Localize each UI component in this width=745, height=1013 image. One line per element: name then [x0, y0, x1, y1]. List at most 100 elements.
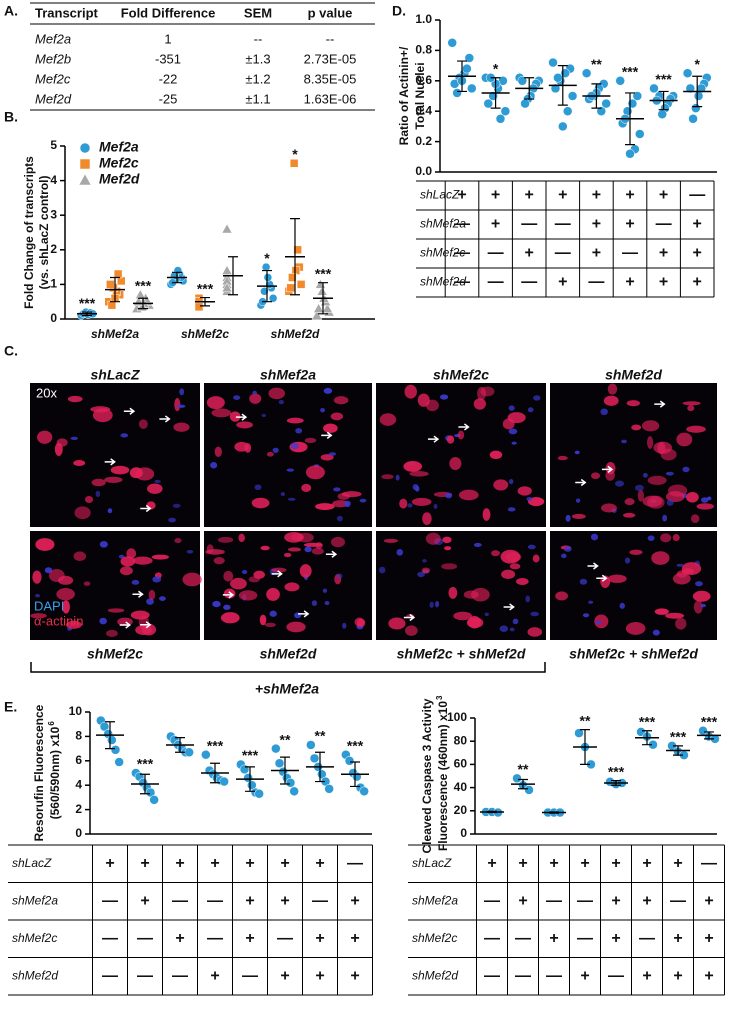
x-tick-label: shMef2c [181, 327, 229, 341]
cell-nucleus [695, 581, 703, 587]
table-cell: -25 [159, 91, 178, 106]
cell-nucleus [320, 407, 325, 413]
arrow [427, 435, 440, 443]
cell-actinin [238, 533, 245, 543]
condition-cell: + [625, 187, 634, 204]
cell-nucleus [563, 545, 572, 552]
cell-nucleus [415, 485, 420, 492]
condition-cell: — [608, 967, 624, 984]
condition-cell: + [140, 892, 149, 909]
cell-actinin [354, 617, 365, 627]
cell-nucleus [615, 480, 624, 487]
legend-label: Mef2a [99, 139, 139, 155]
y-axis-label: Total Nuclei [413, 62, 427, 129]
y-tick-label: 4 [50, 173, 57, 187]
condition-cell: — [312, 892, 328, 909]
arrow [104, 458, 116, 466]
cell-nucleus [186, 550, 194, 554]
condition-label: shMef2d [412, 968, 458, 982]
cell-actinin [320, 454, 334, 461]
data-point [296, 280, 306, 289]
cell-nucleus [359, 498, 367, 503]
significance: *** [622, 64, 639, 80]
cell-nucleus [304, 546, 312, 553]
cell-nucleus [526, 496, 533, 501]
x-tick-label: shMef2a [91, 327, 139, 341]
condition-cell: + [693, 274, 702, 291]
condition-cell: + [491, 187, 500, 204]
data-point [293, 245, 302, 255]
cell-actinin [505, 552, 522, 562]
condition-label: shMef2a [412, 893, 458, 907]
y-axis-label: Ratio of Actinin+/ [397, 46, 411, 145]
chart: 0 20 40 60 80 100 Cleaved Caspase 3 Activity Fl… [408, 695, 725, 996]
cell-actinin [444, 546, 452, 551]
data-point [306, 740, 316, 750]
cell-actinin [457, 430, 465, 440]
condition-cell: + [549, 855, 558, 872]
data-point [114, 757, 124, 767]
cell-actinin [264, 622, 276, 628]
y-tick-label: 0 [75, 826, 82, 840]
cell-nucleus [530, 611, 539, 617]
error-bar [290, 218, 300, 296]
condition-label: shMef2a [12, 893, 58, 907]
cell-nucleus [600, 408, 608, 416]
panel-label: E. [4, 699, 17, 715]
cell-actinin [466, 617, 484, 629]
y-tick-label: 2 [50, 242, 57, 256]
condition-cell: + [549, 930, 558, 947]
cell-nucleus [210, 462, 218, 469]
data-point [260, 287, 269, 296]
significance: * [264, 250, 270, 266]
cell-actinin [73, 551, 87, 562]
cell-actinin [594, 614, 609, 629]
condition-cell: + [611, 892, 620, 909]
cell-actinin [147, 483, 163, 494]
data-point [239, 764, 250, 775]
cell-nucleus [395, 474, 400, 481]
cell-actinin [591, 472, 601, 480]
cell-actinin [442, 536, 452, 544]
cell-nucleus [152, 576, 162, 583]
bottom-label: shMef2c + shMef2d [569, 646, 698, 662]
cell-actinin [286, 621, 306, 633]
condition-cell: + [558, 187, 567, 204]
y-tick-label: 4 [75, 777, 82, 791]
error-bar [315, 751, 325, 783]
condition-cell: + [673, 855, 682, 872]
y-tick-label: 0.2 [415, 134, 432, 148]
arrow [123, 407, 136, 415]
significance: ** [518, 761, 529, 777]
error-bar [611, 780, 621, 786]
cell-nucleus [70, 436, 78, 441]
condition-cell: + [580, 855, 589, 872]
data-point [558, 121, 568, 132]
error-bar [557, 65, 568, 106]
condition-cell: — [488, 274, 504, 291]
column-title: shMef2c [433, 367, 489, 383]
arrow [119, 621, 131, 629]
cell-actinin [141, 623, 157, 636]
cell-nucleus [233, 395, 241, 400]
cell-actinin [84, 496, 94, 503]
error-bar [457, 60, 467, 93]
cell-actinin [409, 471, 429, 477]
error-bar [350, 761, 360, 788]
cell-nucleus [35, 593, 40, 598]
micrograph [30, 531, 202, 640]
cell-actinin [626, 400, 640, 407]
y-axis-label: Fluorescence (460nm) x10 [436, 701, 450, 851]
cell-nucleus [590, 533, 599, 541]
cell-actinin [448, 586, 458, 599]
data-point [500, 106, 511, 116]
error-bar [487, 810, 497, 814]
cell-actinin [104, 476, 123, 483]
cell-actinin [693, 600, 703, 614]
cell-actinin [555, 591, 569, 601]
condition-label: shLacZ [420, 188, 460, 202]
data-point [289, 159, 299, 168]
cell-actinin [480, 386, 495, 397]
cell-nucleus [168, 517, 177, 523]
